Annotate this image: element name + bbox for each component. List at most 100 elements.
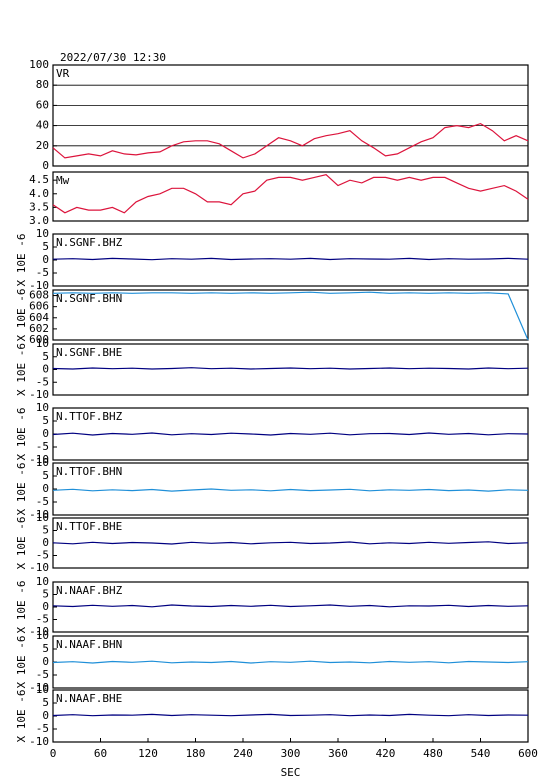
y-tick-label: -5 — [36, 495, 49, 508]
y-tick-label: 10 — [36, 683, 49, 696]
y-tick-label: 40 — [36, 119, 49, 132]
x-tick-label: 420 — [376, 747, 396, 760]
panel-label: N.NAAF.BHN — [56, 638, 122, 651]
y-tick-label: 0 — [42, 600, 49, 613]
y-tick-label: 0 — [42, 709, 49, 722]
y-tick-label: -5 — [36, 668, 49, 681]
x-tick-label: 60 — [94, 747, 107, 760]
panel-frame — [52, 233, 529, 287]
trace-line — [52, 291, 529, 341]
x-tick-label: 600 — [518, 747, 538, 760]
x-tick-label: 180 — [186, 747, 206, 760]
panel-label: N.SGNF.BHN — [56, 292, 122, 305]
y-tick-label: -10 — [29, 735, 49, 748]
y-tick-label: 5 — [42, 414, 49, 427]
panel-label: N.SGNF.BHZ — [56, 236, 123, 249]
y-tick-label: 20 — [36, 139, 49, 152]
y-tick-label: 5 — [42, 240, 49, 253]
x-tick-label: 540 — [471, 747, 491, 760]
y-tick-label: 5 — [42, 524, 49, 537]
trace-line — [52, 541, 529, 545]
y-tick-label: -10 — [29, 388, 49, 401]
y-tick-label: 10 — [36, 227, 49, 240]
panel-frame — [52, 64, 529, 167]
y-tick-label: -10 — [29, 681, 49, 694]
x-tick-label: 480 — [423, 747, 443, 760]
y-tick-label: 100 — [29, 58, 49, 71]
y-tick-label: -10 — [29, 279, 49, 292]
trace-line — [52, 660, 529, 664]
y-tick-label: 10 — [36, 575, 49, 588]
y-tick-label: 5 — [42, 469, 49, 482]
y-tick-label: 5 — [42, 350, 49, 363]
x-tick-label: 300 — [281, 747, 301, 760]
panel-label: VR — [56, 67, 70, 80]
panel-label: N.TTOF.BHN — [56, 465, 122, 478]
chart-title: 2022/07/30 12:30 — [60, 51, 166, 64]
y-tick-label: 602 — [29, 322, 49, 335]
y-tick-label: -5 — [36, 440, 49, 453]
y-tick-label: 0 — [42, 655, 49, 668]
y-axis-label: X 10E -6 — [15, 343, 28, 396]
panel-frame — [52, 171, 529, 222]
y-tick-label: -10 — [29, 453, 49, 466]
panel-label: N.SGNF.BHE — [56, 346, 122, 359]
trace-line — [52, 122, 529, 159]
y-tick-label: 0 — [42, 253, 49, 266]
y-tick-label: 10 — [36, 629, 49, 642]
y-tick-label: -10 — [29, 625, 49, 638]
panel-label: N.NAAF.BHZ — [56, 584, 123, 597]
x-tick-label: 120 — [138, 747, 158, 760]
y-tick-label: 0 — [42, 159, 49, 172]
y-tick-label: 5 — [42, 642, 49, 655]
y-tick-label: 4.5 — [29, 173, 49, 186]
panel-frame — [52, 343, 529, 396]
y-tick-label: 606 — [29, 300, 49, 313]
y-tick-label: 10 — [36, 401, 49, 414]
y-tick-label: 3.0 — [29, 214, 49, 227]
trace-line — [52, 432, 529, 436]
y-tick-label: -5 — [36, 375, 49, 388]
y-axis-label: X 10E -6 — [15, 408, 28, 461]
y-axis-label: X 10E -6 — [15, 289, 28, 342]
y-axis-label: X 10E -6 — [15, 463, 28, 516]
trace-line — [52, 174, 529, 214]
y-tick-label: 0 — [42, 482, 49, 495]
trace-line — [52, 713, 529, 717]
y-tick-label: 608 — [29, 289, 49, 302]
y-tick-label: -10 — [29, 508, 49, 521]
y-tick-label: 0 — [42, 427, 49, 440]
y-axis-label: X 10E -6 — [15, 636, 28, 689]
y-tick-label: 5 — [42, 696, 49, 709]
y-tick-label: -5 — [36, 722, 49, 735]
trace-line — [52, 367, 529, 370]
x-tick-label: 360 — [328, 747, 348, 760]
panel-label: N.TTOF.BHE — [56, 520, 122, 533]
y-tick-label: 60 — [36, 98, 49, 111]
y-tick-label: 604 — [29, 311, 49, 324]
y-tick-label: -5 — [36, 613, 49, 626]
y-tick-label: 600 — [29, 333, 49, 346]
trace-line — [52, 488, 529, 492]
y-axis-label: X 10E -6 — [15, 581, 28, 634]
y-tick-label: -10 — [29, 561, 49, 574]
y-axis-label: X 10E -6 — [15, 517, 28, 570]
x-tick-label: 0 — [50, 747, 57, 760]
y-axis-label: X 10E -6 — [15, 690, 28, 743]
y-tick-label: -5 — [36, 266, 49, 279]
y-tick-label: 0 — [42, 363, 49, 376]
panel-label: N.NAAF.BHE — [56, 692, 122, 705]
y-axis-label: X 10E -6 — [15, 234, 28, 287]
y-tick-label: -5 — [36, 549, 49, 562]
trace-line — [52, 604, 529, 608]
panel-label: Mw — [56, 174, 70, 187]
y-tick-label: 80 — [36, 78, 49, 91]
y-tick-label: 10 — [36, 456, 49, 469]
x-axis-label: SEC — [281, 766, 301, 779]
trace-line — [52, 257, 529, 261]
x-tick-label: 240 — [233, 747, 253, 760]
y-tick-label: 10 — [36, 511, 49, 524]
y-tick-label: 0 — [42, 536, 49, 549]
panel-frame — [52, 289, 529, 341]
